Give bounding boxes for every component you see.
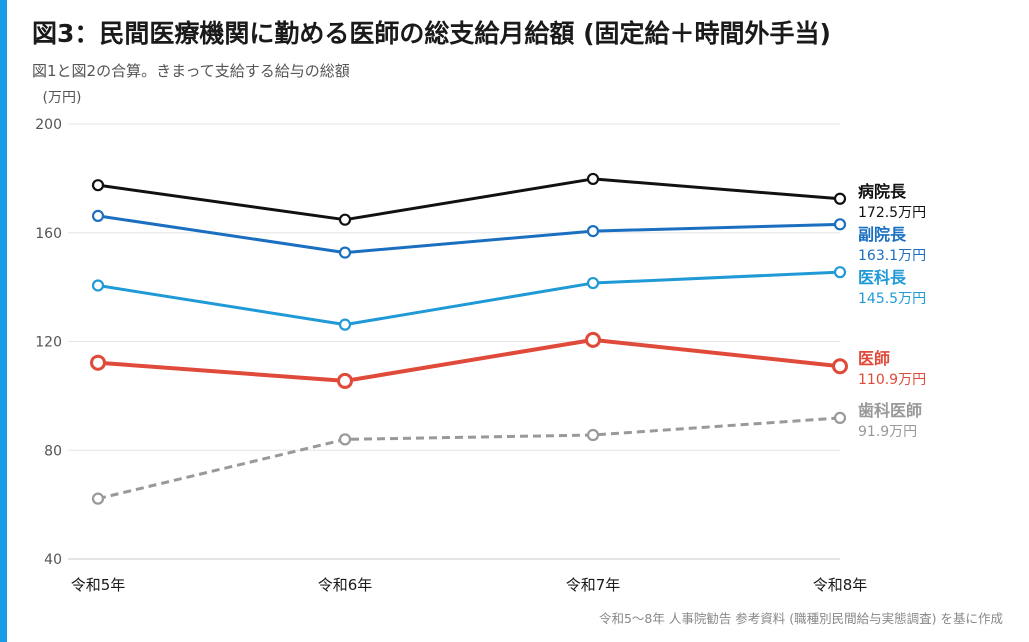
data-point: [586, 225, 600, 238]
series-name-label: 副院長: [858, 225, 907, 244]
data-point: [91, 279, 105, 292]
series-value-label: 172.5万円: [858, 205, 926, 221]
data-point: [832, 358, 848, 375]
y-tick-label: 200: [35, 117, 62, 133]
data-point: [833, 218, 847, 231]
series-name-label: 医科長: [858, 268, 907, 287]
series-line: [97, 270, 841, 327]
data-point: [585, 331, 601, 348]
accent-bar: [0, 0, 7, 642]
data-point: [833, 411, 847, 424]
series-value-label: 163.1万円: [858, 248, 926, 264]
data-point: [586, 428, 600, 442]
series-name-label: 病院長: [858, 182, 907, 201]
y-tick-label: 80: [44, 443, 62, 459]
y-tick-label: 160: [35, 226, 62, 242]
data-point: [586, 172, 600, 186]
source-note: 令和5～8年 人事院勧告 参考資料 (職種別民間給与実態調査) を基に作成: [598, 611, 1003, 626]
series-line: [97, 177, 841, 222]
y-tick-label: 120: [35, 335, 62, 351]
chart-subtitle: 図1と図2の合算。きまって支給する給与の総額: [32, 62, 350, 80]
data-point: [338, 213, 352, 226]
data-point: [833, 266, 847, 279]
series-line: [97, 337, 841, 383]
data-point: [337, 372, 353, 389]
data-point: [91, 209, 105, 222]
series-line: [97, 416, 841, 501]
data-point: [338, 246, 352, 259]
chart-title: 図3：民間医療機関に勤める医師の総支給月給額 (固定給＋時間外手当): [32, 19, 831, 48]
series-name-label: 歯科医師: [858, 401, 922, 420]
data-point: [91, 492, 105, 505]
data-point: [90, 354, 106, 371]
data-point: [586, 276, 600, 290]
series-line: [97, 214, 841, 255]
series-value-label: 91.9万円: [858, 424, 917, 440]
data-point: [91, 179, 105, 192]
data-point: [338, 433, 352, 446]
y-tick-label: 40: [44, 552, 62, 568]
x-tick-label: 令和7年: [566, 576, 621, 594]
y-unit-label: (万円): [43, 90, 82, 106]
series-name-label: 医師: [858, 349, 890, 368]
x-tick-label: 令和8年: [813, 576, 868, 594]
x-tick-label: 令和5年: [71, 576, 126, 594]
series-value-label: 110.9万円: [858, 372, 926, 388]
data-point: [338, 318, 352, 331]
data-point: [833, 192, 847, 205]
series-value-label: 145.5万円: [858, 291, 926, 307]
x-tick-label: 令和6年: [318, 576, 373, 594]
